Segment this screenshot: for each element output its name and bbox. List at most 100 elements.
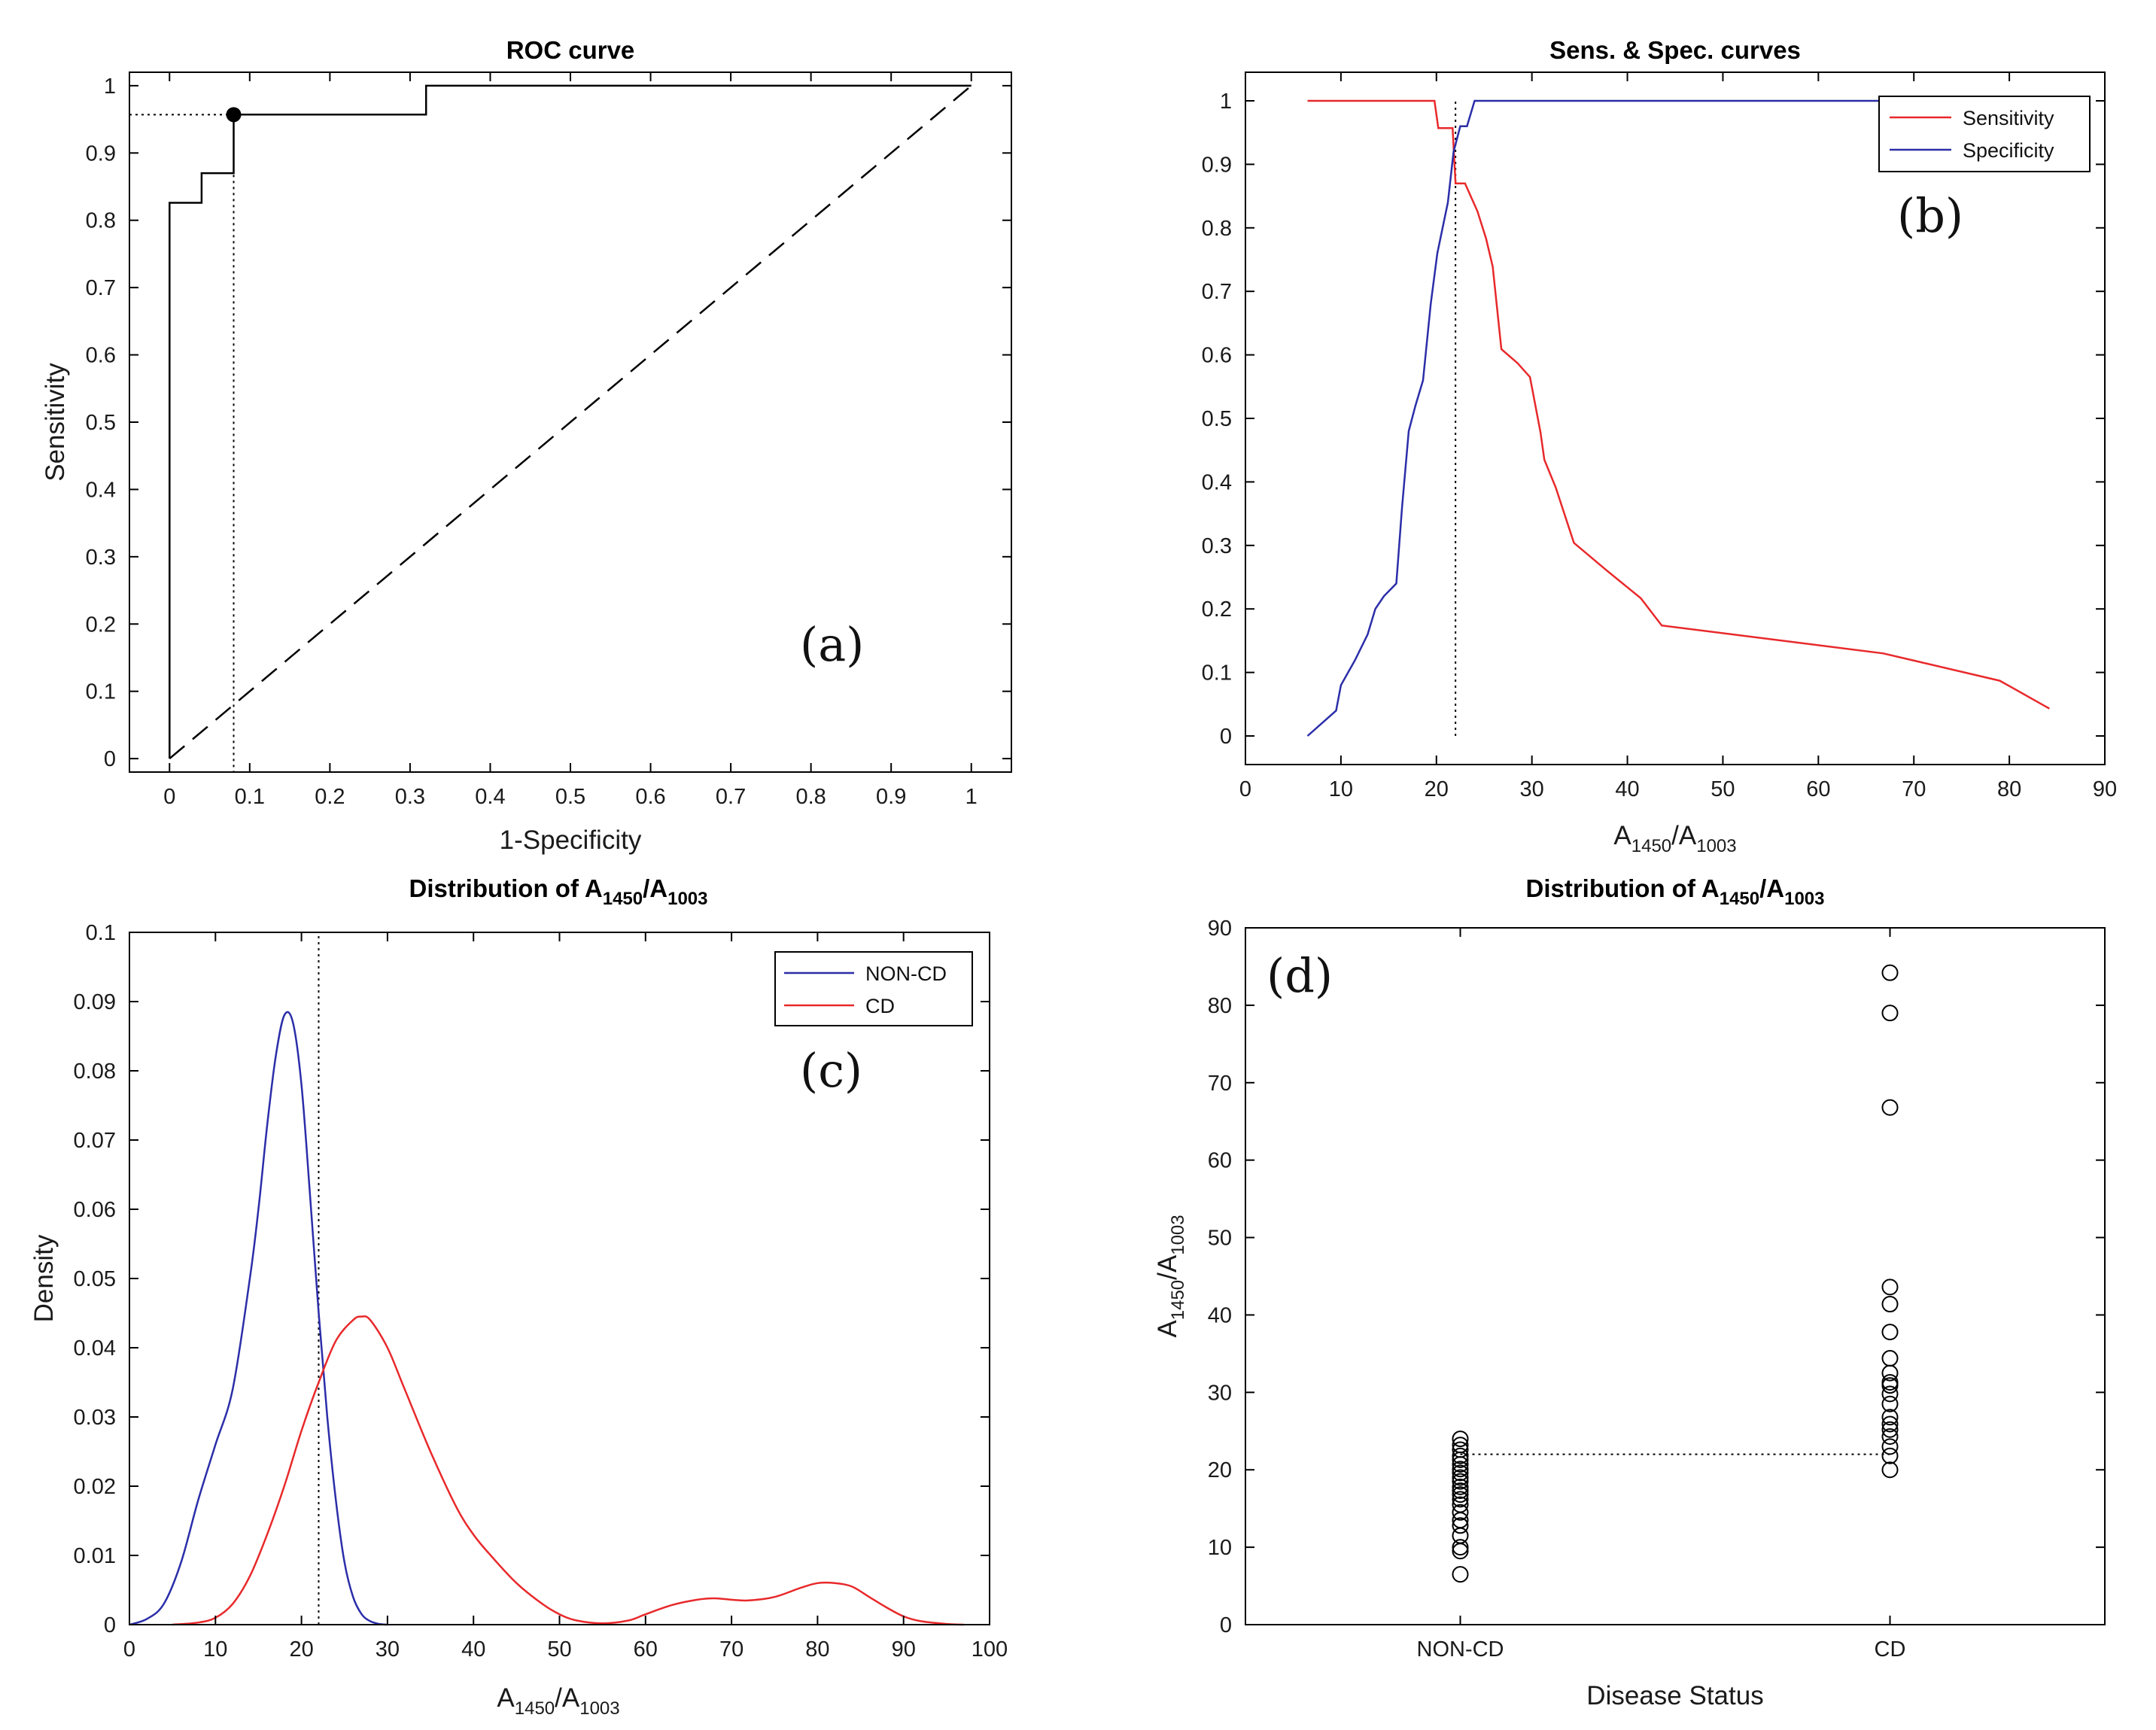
x-tick-label: 30 [1520, 777, 1544, 801]
y-tick-label: 0.03 [74, 1406, 116, 1430]
data-point [1452, 1464, 1469, 1482]
y-tick-label: 30 [1208, 1381, 1232, 1405]
tick-group: 0 10 20 30 40 50 60 70 80 90 0 0.1 0.2 0.3 0.4 0.5 0.6 0.… [1202, 72, 2117, 801]
plot-area [1306, 99, 2051, 737]
y-tick-label: 0.9 [86, 141, 116, 166]
roc-chart: ROC curve 0 0.1 0.2 0.3 0.4 0.5 0.6 0.7 0.8 0.9 10… [41, 36, 1012, 855]
plot-area [1452, 964, 1899, 1583]
chart-title: Distribution of A1450/A1003 [409, 874, 707, 909]
x-tick-label: CD [1875, 1637, 1906, 1662]
title-sub2: 1003 [667, 889, 707, 909]
y-tick-label: 0.3 [86, 546, 116, 570]
axes-frame [129, 932, 990, 1625]
y-tick-label: 0.04 [74, 1336, 116, 1361]
y-tick-label: 0.5 [1202, 407, 1232, 431]
specificity-curve-line [1306, 99, 2050, 737]
data-point [1881, 1099, 1899, 1116]
data-point [1452, 1461, 1469, 1478]
legend: NON-CD CD [774, 951, 973, 1026]
x-label-sub2: 1003 [579, 1698, 619, 1719]
x-label-sub2: 1003 [1696, 836, 1736, 856]
x-tick-label: 0.1 [235, 785, 265, 809]
x-tick-label: 0.5 [555, 785, 585, 809]
y-tick-label: 0 [104, 1613, 116, 1637]
data-point [1452, 1491, 1469, 1508]
y-tick-label: 0.7 [86, 276, 116, 300]
optimal-point-marker [226, 107, 242, 123]
roc-curve-line [169, 84, 972, 759]
panel-label: (d) [1267, 948, 1333, 1003]
chart-title: Sens. & Spec. curves [1549, 36, 1801, 64]
x-axis-label: 1-Specificity [500, 825, 642, 855]
data-point [1881, 1421, 1899, 1438]
data-point [1881, 1461, 1899, 1479]
density-chart: Distribution of A1450/A1003 0 10 20 30 40 50 6… [29, 874, 1008, 1719]
data-point [1881, 1415, 1899, 1433]
y-label-sub1: 1450 [1168, 1280, 1188, 1320]
data-point [1881, 1385, 1899, 1403]
title-sub1: 1450 [603, 889, 643, 909]
y-tick-label: 0.05 [74, 1267, 116, 1291]
y-tick-label: 0.06 [74, 1198, 116, 1222]
panel-label: (b) [1897, 188, 1963, 243]
y-tick-label: 90 [1208, 917, 1232, 941]
x-tick-label: 0.6 [635, 785, 665, 809]
data-point [1881, 1409, 1899, 1426]
x-label-sep: /A [555, 1683, 580, 1713]
panel-label: (c) [800, 1043, 862, 1098]
data-point [1881, 964, 1899, 981]
y-tick-label: 0.2 [1202, 597, 1232, 622]
x-tick-label: 0 [1239, 777, 1251, 801]
x-tick-label: 20 [289, 1637, 313, 1662]
title-sep: /A [643, 874, 667, 902]
data-point [1452, 1543, 1469, 1560]
data-point [1452, 1447, 1469, 1464]
data-point [1452, 1473, 1469, 1490]
y-axis-label: Density [29, 1234, 59, 1322]
legend-label-specificity: Specificity [1963, 139, 2054, 162]
x-tick-label: 1 [965, 785, 978, 809]
y-tick-label: 0 [1220, 1613, 1232, 1637]
x-tick-label: 70 [719, 1637, 744, 1662]
y-label-main: A [1153, 1320, 1182, 1338]
data-point [1881, 1350, 1899, 1367]
y-tick-label: 0.01 [74, 1544, 116, 1568]
y-tick-label: 0.8 [86, 209, 116, 233]
axes-frame [1245, 927, 2106, 1625]
y-axis-label: Sensitivity [41, 363, 70, 482]
y-tick-label: 0.5 [86, 411, 116, 435]
legend-box [1878, 96, 2091, 172]
data-point [1452, 1539, 1469, 1556]
x-tick-label: 20 [1425, 777, 1449, 801]
y-tick-label: 1 [104, 74, 116, 99]
chance-diagonal-line [169, 84, 972, 760]
y-tick-label: 0.09 [74, 990, 116, 1014]
data-point [1452, 1441, 1469, 1458]
y-tick-label: 0.1 [1202, 661, 1232, 686]
title-main: Distribution of A [409, 874, 602, 902]
x-tick-label: 80 [805, 1637, 829, 1662]
tick-group: 0 10 20 30 40 50 60 70 80 90 100 0 0.01 0.02 0.03 0.04 0… [74, 921, 1008, 1662]
x-tick-label: 30 [376, 1637, 400, 1662]
x-tick-label: 70 [1902, 777, 1926, 801]
x-label-main: A [1613, 821, 1631, 850]
data-point [1881, 1438, 1899, 1455]
x-axis-label: A1450/A1003 [1613, 821, 1736, 856]
x-tick-label: 0.9 [876, 785, 906, 809]
data-point [1881, 1427, 1899, 1445]
plot-area [129, 932, 964, 1626]
data-point [1881, 1005, 1899, 1022]
y-tick-label: 40 [1208, 1303, 1232, 1327]
y-label-sep: /A [1153, 1254, 1182, 1280]
x-tick-label: 10 [203, 1637, 227, 1662]
x-tick-label: 100 [972, 1637, 1008, 1662]
y-tick-label: 0.1 [86, 680, 116, 704]
y-tick-label: 0.4 [1202, 470, 1232, 494]
data-point [1881, 1373, 1899, 1391]
x-tick-label: 0 [123, 1637, 135, 1662]
title-sub2: 1003 [1784, 889, 1824, 909]
y-tick-label: 80 [1208, 994, 1232, 1018]
x-tick-label: 0.4 [475, 785, 505, 809]
y-tick-label: 50 [1208, 1227, 1232, 1251]
